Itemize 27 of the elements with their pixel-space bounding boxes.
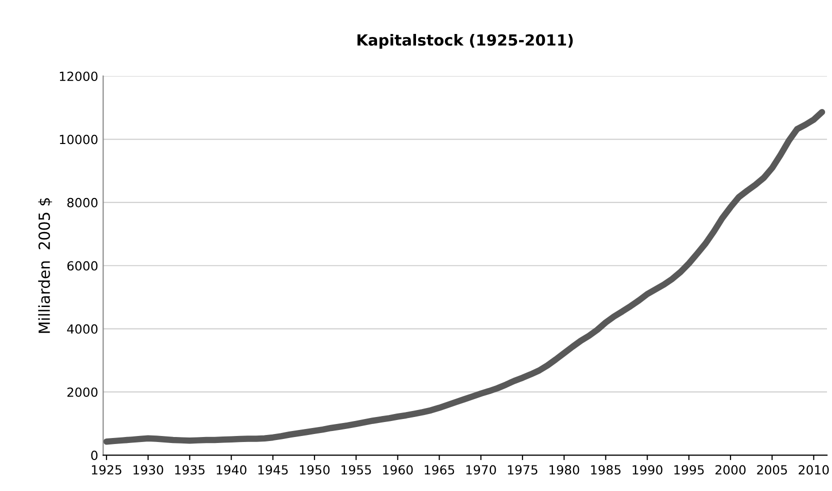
y-tick-label: 8000: [67, 198, 98, 208]
x-tick-label: 2010: [798, 465, 829, 475]
x-tick-label: 1950: [300, 465, 330, 475]
chart-title: Kapitalstock (1925-2011): [358, 34, 573, 49]
x-tick-label: 2000: [716, 465, 746, 475]
x-tick-label: 2005: [757, 465, 787, 475]
x-tick-label: 1940: [216, 465, 246, 475]
y-tick-label: 0: [91, 450, 98, 460]
x-tick-label: 1935: [175, 465, 205, 475]
y-axis-title: Milliarden 2005 $: [38, 198, 52, 333]
x-tick-label: 1960: [383, 465, 413, 475]
x-tick-label: 1990: [632, 465, 662, 475]
x-tick-label: 1985: [591, 465, 621, 475]
y-tick-label: 12000: [60, 72, 98, 82]
y-tick-label: 2000: [67, 387, 98, 397]
x-tick-label: 1945: [258, 465, 288, 475]
y-tick-label: 10000: [60, 134, 98, 144]
x-tick-label: 1980: [550, 465, 580, 475]
x-tick-label: 1965: [424, 465, 454, 475]
x-tick-label: 1970: [466, 465, 496, 475]
y-tick-label: 6000: [67, 261, 98, 271]
x-tick-label: 1925: [92, 465, 122, 475]
y-tick-label: 4000: [67, 324, 98, 334]
x-tick-label: 1930: [134, 465, 164, 475]
x-tick-label: 1955: [342, 465, 371, 475]
x-tick-label: 1995: [674, 465, 704, 475]
x-tick-label: 1975: [508, 465, 538, 475]
